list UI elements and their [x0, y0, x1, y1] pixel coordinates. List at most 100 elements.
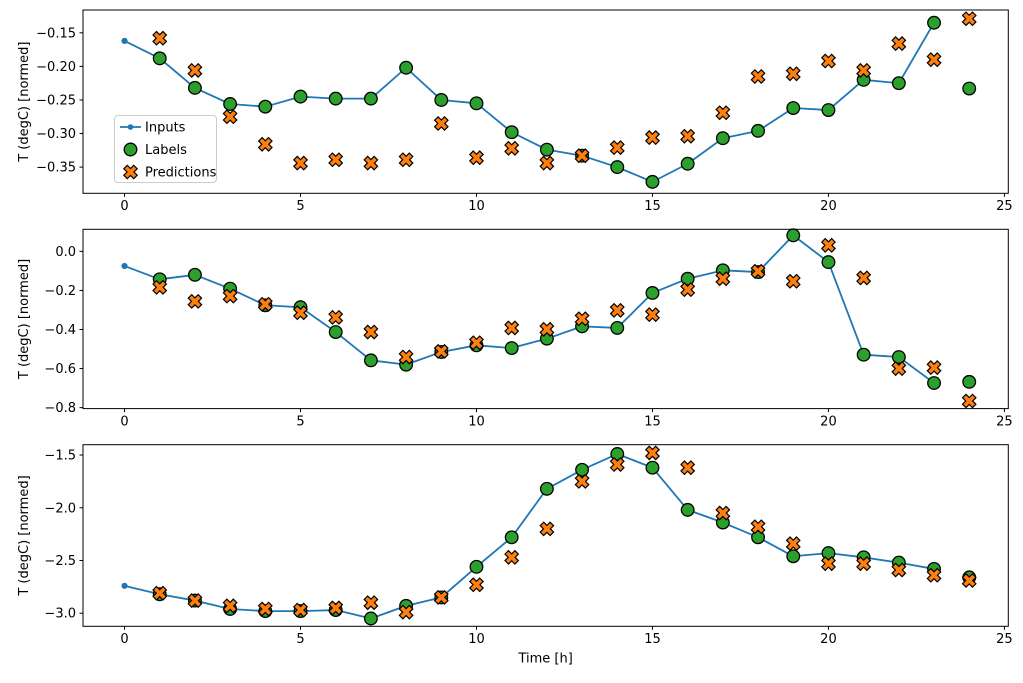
predictions-point: [926, 52, 942, 68]
x-tick-label: 10: [468, 414, 485, 429]
labels-point: [328, 91, 343, 106]
labels-point: [927, 376, 941, 390]
legend-inputs-dot-swatch: [127, 124, 134, 130]
y-tick-label: −0.25: [36, 93, 76, 108]
predictions-point: [398, 152, 414, 168]
labels-point: [187, 80, 202, 95]
labels-point: [258, 99, 273, 114]
predictions-point: [328, 309, 344, 325]
predictions-point: [468, 577, 485, 593]
x-tick-label: 0: [120, 199, 128, 214]
labels-point: [363, 353, 378, 368]
labels-point: [152, 51, 167, 66]
predictions-point: [785, 66, 801, 82]
x-tick-label: 15: [644, 414, 661, 429]
labels-point: [504, 530, 519, 545]
predictions-point: [961, 573, 977, 589]
predictions-point: [961, 11, 977, 27]
labels-point: [645, 286, 660, 300]
predictions-point: [680, 460, 696, 476]
predictions-point: [363, 155, 379, 171]
predictions-point: [715, 271, 731, 287]
labels-point: [187, 267, 202, 282]
y-tick-label: −1.5: [44, 449, 76, 464]
inputs-point: [121, 37, 128, 44]
predictions-point: [539, 321, 555, 337]
y-tick-label: −0.35: [36, 161, 76, 176]
labels-point: [786, 228, 801, 243]
x-tick-label: 10: [468, 632, 485, 647]
x-tick-label: 0: [120, 414, 128, 429]
legend-label: Labels: [145, 143, 187, 158]
labels-point: [434, 93, 449, 107]
x-tick-label: 10: [468, 199, 485, 214]
y-axis-label: T (degC) [normed]: [17, 259, 32, 380]
labels-point: [575, 462, 590, 477]
predictions-point: [856, 556, 872, 572]
x-tick-label: 0: [120, 632, 128, 647]
labels-point: [328, 325, 343, 339]
predictions-point: [785, 536, 801, 552]
x-tick-label: 20: [820, 414, 837, 429]
predictions-point: [715, 105, 731, 121]
predictions-point: [292, 155, 309, 171]
series-predictions: [152, 11, 977, 171]
labels-point: [504, 341, 519, 356]
predictions-point: [926, 360, 942, 376]
predictions-point: [644, 307, 661, 323]
y-tick-label: −0.2: [44, 284, 76, 299]
predictions-point: [328, 600, 344, 616]
predictions-point: [187, 62, 203, 78]
predictions-point: [222, 109, 238, 125]
labels-point: [504, 125, 519, 140]
series-labels: [152, 15, 977, 189]
predictions-point: [504, 549, 520, 565]
inputs-line: [124, 22, 935, 183]
labels-point: [469, 96, 484, 111]
y-tick-label: −0.6: [44, 362, 76, 377]
labels-point: [927, 15, 941, 30]
y-tick-label: −0.4: [44, 323, 76, 338]
labels-point: [786, 101, 801, 115]
predictions-point: [257, 601, 273, 617]
predictions-point: [433, 115, 449, 132]
predictions-point: [398, 349, 414, 365]
y-tick-label: −0.8: [44, 401, 76, 416]
predictions-point: [785, 273, 801, 289]
x-tick-label: 20: [820, 199, 837, 214]
predictions-point: [363, 324, 379, 340]
predictions-point: [820, 53, 836, 69]
labels-point: [539, 142, 554, 157]
legend-label: Inputs: [145, 121, 186, 136]
predictions-point: [539, 155, 555, 171]
predictions-point: [891, 36, 907, 52]
inputs-line: [124, 453, 935, 620]
series-labels: [152, 447, 977, 626]
legend-box: [114, 115, 217, 183]
y-axis-label: T (degC) [normed]: [17, 475, 32, 596]
series-predictions: [152, 237, 977, 409]
labels-point: [223, 97, 238, 111]
labels-point: [680, 271, 695, 286]
labels-point: [469, 559, 484, 574]
labels-point: [363, 611, 378, 626]
labels-point: [962, 374, 977, 389]
predictions-point: [820, 556, 836, 572]
predictions-point: [292, 602, 309, 618]
subplot-2: 0 5 10 15 20 25 0.0 −0.2 −0.4 −0.6 −0.8 T (degC) [n…: [17, 228, 1013, 429]
x-tick-label: 5: [296, 199, 304, 214]
predictions-point: [574, 311, 590, 327]
predictions-point: [750, 519, 766, 535]
labels-point: [680, 156, 695, 171]
labels-point: [786, 549, 801, 564]
labels-point: [856, 347, 871, 362]
x-tick-label: 5: [296, 414, 304, 429]
labels-point: [891, 350, 906, 364]
inputs-point: [121, 262, 128, 270]
predictions-point: [222, 288, 238, 304]
legend-label: Predictions: [145, 166, 217, 181]
predictions-point: [363, 595, 379, 611]
predictions-point: [152, 279, 168, 295]
